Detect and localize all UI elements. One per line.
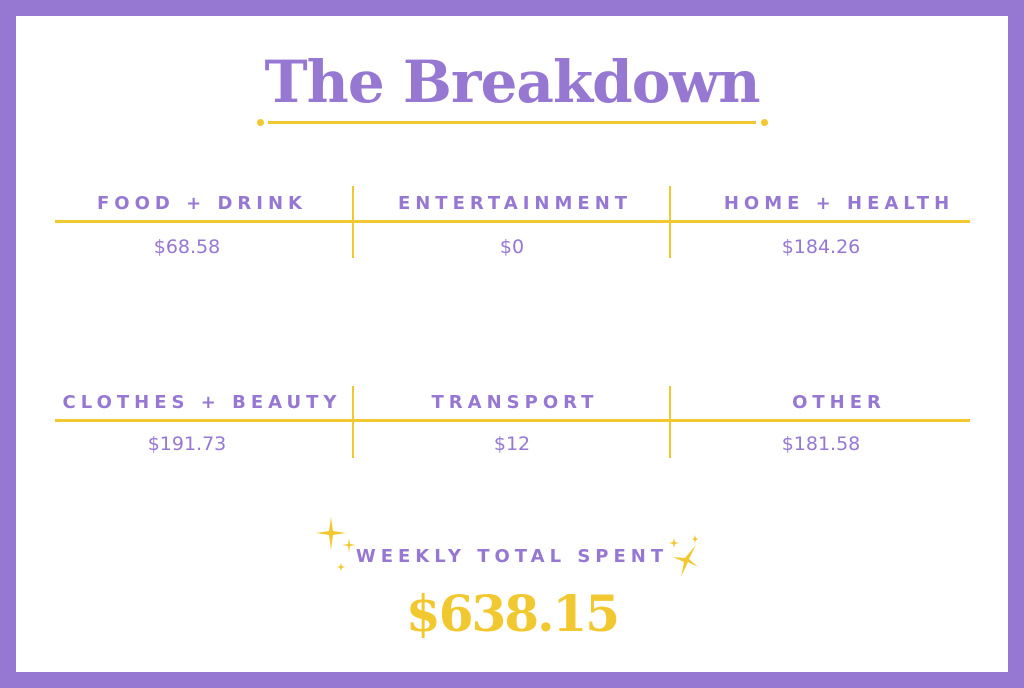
page-title: The Breakdown [264, 48, 760, 116]
row2-divider [55, 419, 970, 422]
row1-column-divider [669, 186, 671, 258]
category-label: FOOD + DRINK [97, 193, 307, 214]
row2-column-divider [669, 386, 671, 458]
sparkle-icon [316, 517, 356, 571]
category-label: HOME + HEALTH [723, 193, 955, 214]
category-amount: $12 [493, 433, 531, 455]
category-label: ENTERTAINMENT [397, 193, 633, 214]
title-underline [268, 121, 756, 124]
category-label: TRANSPORT [431, 392, 599, 413]
card-background [16, 16, 1008, 672]
total-label: WEEKLY TOTAL SPENT [355, 546, 669, 567]
category-amount: $181.58 [781, 433, 861, 455]
category-label: CLOTHES + BEAUTY [62, 392, 342, 413]
underline-dot-left [257, 119, 264, 126]
sparkle-icon [669, 535, 698, 577]
row1-divider [55, 220, 970, 223]
total-amount: $638.15 [405, 584, 620, 643]
category-amount: $191.73 [147, 433, 227, 455]
underline-dot-right [761, 119, 768, 126]
category-amount: $184.26 [781, 236, 861, 258]
category-amount: $0 [499, 236, 525, 258]
row2-column-divider [352, 386, 354, 458]
category-amount: $68.58 [153, 236, 221, 258]
row1-column-divider [352, 186, 354, 258]
category-label: OTHER [792, 392, 886, 413]
